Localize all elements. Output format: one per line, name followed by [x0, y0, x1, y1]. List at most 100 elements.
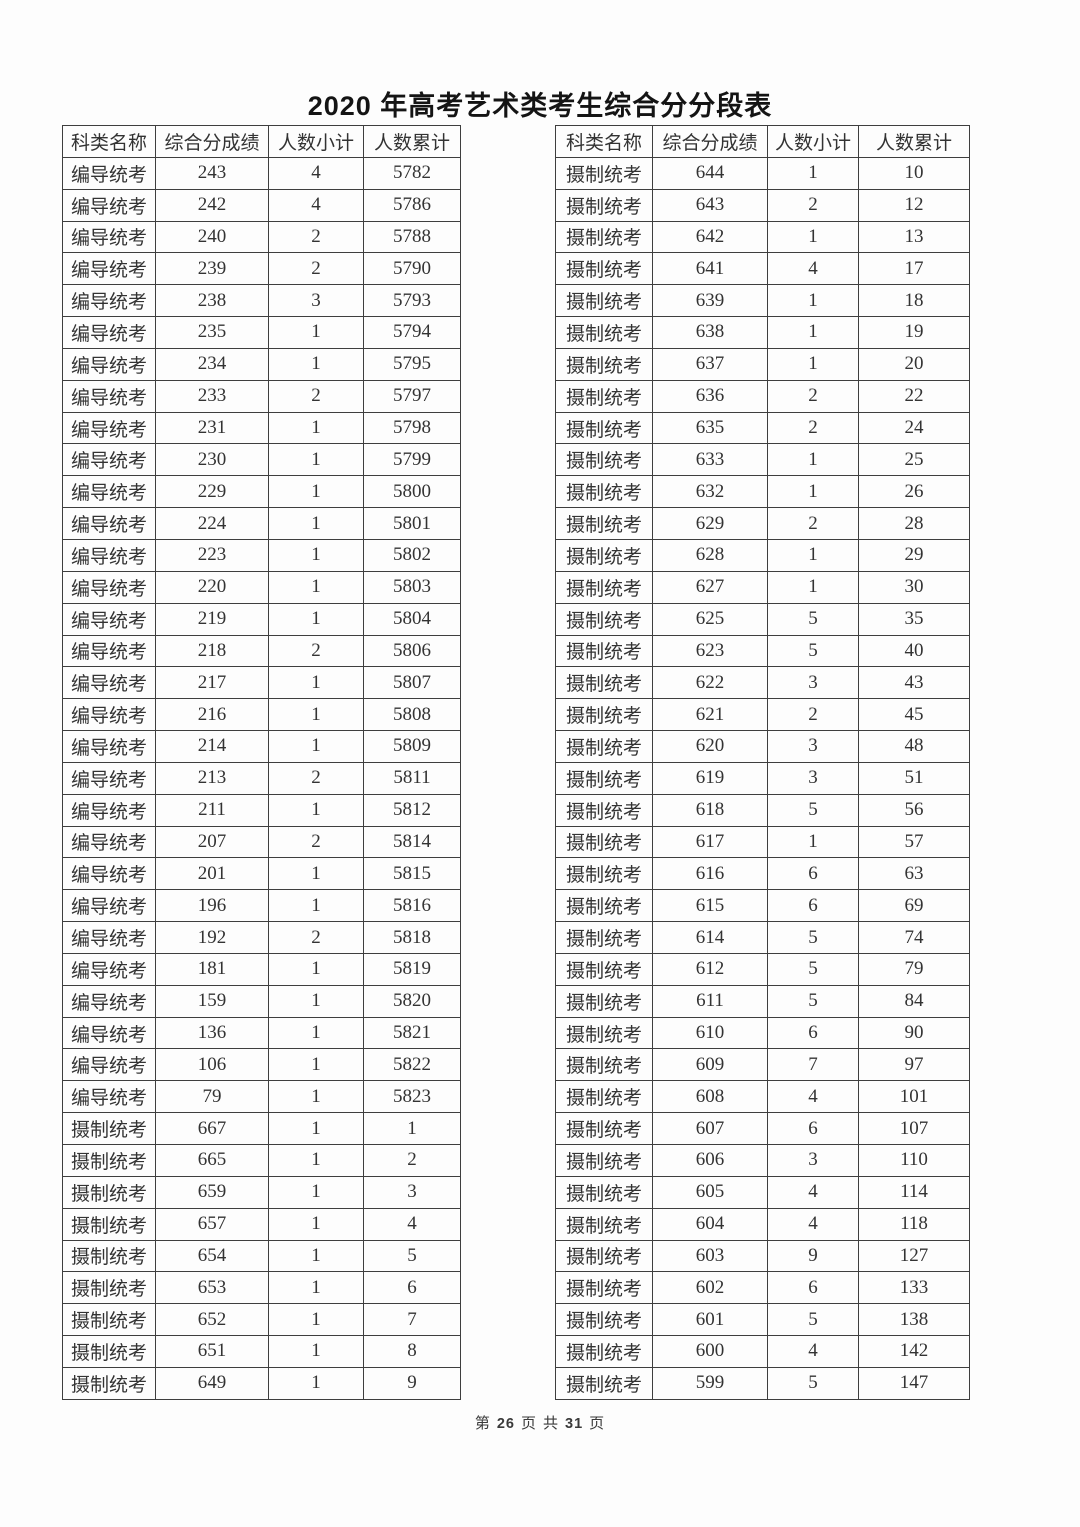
table-cell: 编导统考: [62, 538, 156, 572]
table-cell: 1: [268, 1207, 364, 1241]
table-cell: 编导统考: [62, 634, 156, 668]
table-cell: 644: [652, 156, 768, 190]
table-cell: 5795: [363, 347, 461, 381]
table-row: 摄制统考 599 5 147: [555, 1366, 970, 1400]
table-cell: 5: [767, 634, 859, 668]
table-cell: 652: [155, 1303, 269, 1337]
table-cell: 600: [652, 1335, 768, 1368]
table-cell: 602: [652, 1271, 768, 1305]
table-cell: 20: [858, 347, 970, 381]
table-cell: 5809: [363, 730, 461, 763]
table-cell: 编导统考: [62, 793, 156, 827]
table-row: 摄制统考 621 2 45: [555, 698, 970, 732]
table-cell: 1: [767, 475, 859, 509]
table-cell: 编导统考: [62, 1016, 156, 1050]
table-cell: 1: [767, 220, 859, 254]
table-cell: 142: [858, 1335, 970, 1368]
table-cell: 24: [858, 411, 970, 445]
table-cell: 6: [767, 1271, 859, 1305]
table-cell: 摄制统考: [555, 952, 653, 986]
table-row: 编导统考 223 1 5802: [62, 538, 461, 572]
table-cell: 5800: [363, 475, 461, 509]
table-cell: 摄制统考: [555, 1144, 653, 1177]
footer-label-ye2: 页: [589, 1416, 606, 1432]
table-cell: 摄制统考: [555, 284, 653, 318]
table-row: 摄制统考 636 2 22: [555, 379, 970, 413]
table-row: 摄制统考 637 1 20: [555, 347, 970, 381]
table-cell: 13: [858, 220, 970, 254]
table-cell: 220: [155, 570, 269, 604]
table-cell: 1: [268, 793, 364, 827]
table-cell: 607: [652, 1112, 768, 1145]
table-cell: 3: [767, 666, 859, 700]
table-cell: 4: [767, 1207, 859, 1241]
table-cell: 622: [652, 666, 768, 700]
table-row: 编导统考 233 2 5797: [62, 379, 461, 413]
table-cell: 2: [363, 1144, 461, 1177]
table-cell: 摄制统考: [555, 666, 653, 700]
table-cell: 编导统考: [62, 252, 156, 286]
table-row: 摄制统考 608 4 101: [555, 1080, 970, 1114]
table-cell: 51: [858, 761, 970, 795]
table-row: 编导统考 235 1 5794: [62, 316, 461, 349]
table-row: 编导统考 181 1 5819: [62, 952, 461, 986]
table-row: 编导统考 207 2 5814: [62, 825, 461, 859]
table-row: 编导统考 192 2 5818: [62, 921, 461, 954]
table-cell: 636: [652, 379, 768, 413]
table-cell: 5822: [363, 1048, 461, 1082]
table-cell: 2: [767, 379, 859, 413]
footer-label-ye1: 页: [520, 1416, 537, 1432]
table-cell: 4: [268, 156, 364, 190]
table-cell: 2: [268, 825, 364, 859]
table-row: 摄制统考 614 5 74: [555, 921, 970, 954]
table-cell: 5: [363, 1239, 461, 1273]
table-cell: 编导统考: [62, 825, 156, 859]
table-cell: 657: [155, 1207, 269, 1241]
table-cell: 5820: [363, 984, 461, 1018]
table-cell: 632: [652, 475, 768, 509]
table-cell: 6: [767, 1112, 859, 1145]
table-cell: 摄制统考: [555, 1207, 653, 1241]
table-cell: 217: [155, 666, 269, 700]
table-cell: 编导统考: [62, 443, 156, 477]
table-cell: 编导统考: [62, 188, 156, 222]
table-cell: 5802: [363, 538, 461, 572]
table-row: 编导统考 196 1 5816: [62, 889, 461, 923]
table-cell: 1: [767, 316, 859, 349]
table-cell: 编导统考: [62, 761, 156, 795]
table-cell: 1: [268, 475, 364, 509]
table-cell: 114: [858, 1175, 970, 1209]
table-cell: 110: [858, 1144, 970, 1177]
table-cell: 2: [268, 220, 364, 254]
table-cell: 1: [268, 347, 364, 381]
table-row: 摄制统考 612 5 79: [555, 952, 970, 986]
table-row: 摄制统考 635 2 24: [555, 411, 970, 445]
table-cell: 603: [652, 1239, 768, 1273]
table-cell: 28: [858, 507, 970, 540]
table-cell: 5821: [363, 1016, 461, 1050]
table-cell: 56: [858, 793, 970, 827]
table-cell: 1: [268, 538, 364, 572]
table-cell: 230: [155, 443, 269, 477]
table-cell: 637: [652, 347, 768, 381]
table-cell: 1: [268, 1144, 364, 1177]
table-cell: 628: [652, 538, 768, 572]
table-cell: 213: [155, 761, 269, 795]
table-row: 摄制统考 625 5 35: [555, 602, 970, 636]
table-row: 摄制统考 602 6 133: [555, 1271, 970, 1305]
table-cell: 摄制统考: [62, 1144, 156, 1177]
table-row: 摄制统考 665 1 2: [62, 1144, 461, 1177]
table-cell: 1: [268, 570, 364, 604]
table-cell: 3: [268, 284, 364, 318]
table-cell: 1: [268, 1112, 364, 1145]
table-cell: 2: [268, 252, 364, 286]
table-row: 编导统考 243 4 5782: [62, 156, 461, 190]
table-cell: 35: [858, 602, 970, 636]
table-row: 编导统考 159 1 5820: [62, 984, 461, 1018]
table-cell: 1: [767, 538, 859, 572]
table-row: 编导统考 230 1 5799: [62, 443, 461, 477]
table-cell: 1: [268, 666, 364, 700]
table-row: 摄制统考 649 1 9: [62, 1366, 461, 1400]
table-cell: 3: [767, 730, 859, 763]
table-cell: 编导统考: [62, 984, 156, 1018]
